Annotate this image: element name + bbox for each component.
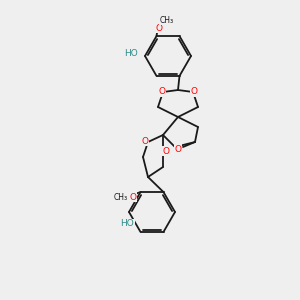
Text: O: O bbox=[175, 145, 182, 154]
Text: O: O bbox=[190, 88, 197, 97]
Text: HO: HO bbox=[124, 50, 138, 58]
Text: CH₃: CH₃ bbox=[113, 193, 128, 202]
Text: O: O bbox=[163, 146, 170, 155]
Text: HO: HO bbox=[120, 220, 134, 229]
Text: O: O bbox=[142, 136, 148, 146]
Text: CH₃: CH₃ bbox=[159, 16, 174, 25]
Text: O: O bbox=[155, 24, 162, 33]
Text: O: O bbox=[158, 88, 166, 97]
Text: O: O bbox=[129, 193, 136, 202]
